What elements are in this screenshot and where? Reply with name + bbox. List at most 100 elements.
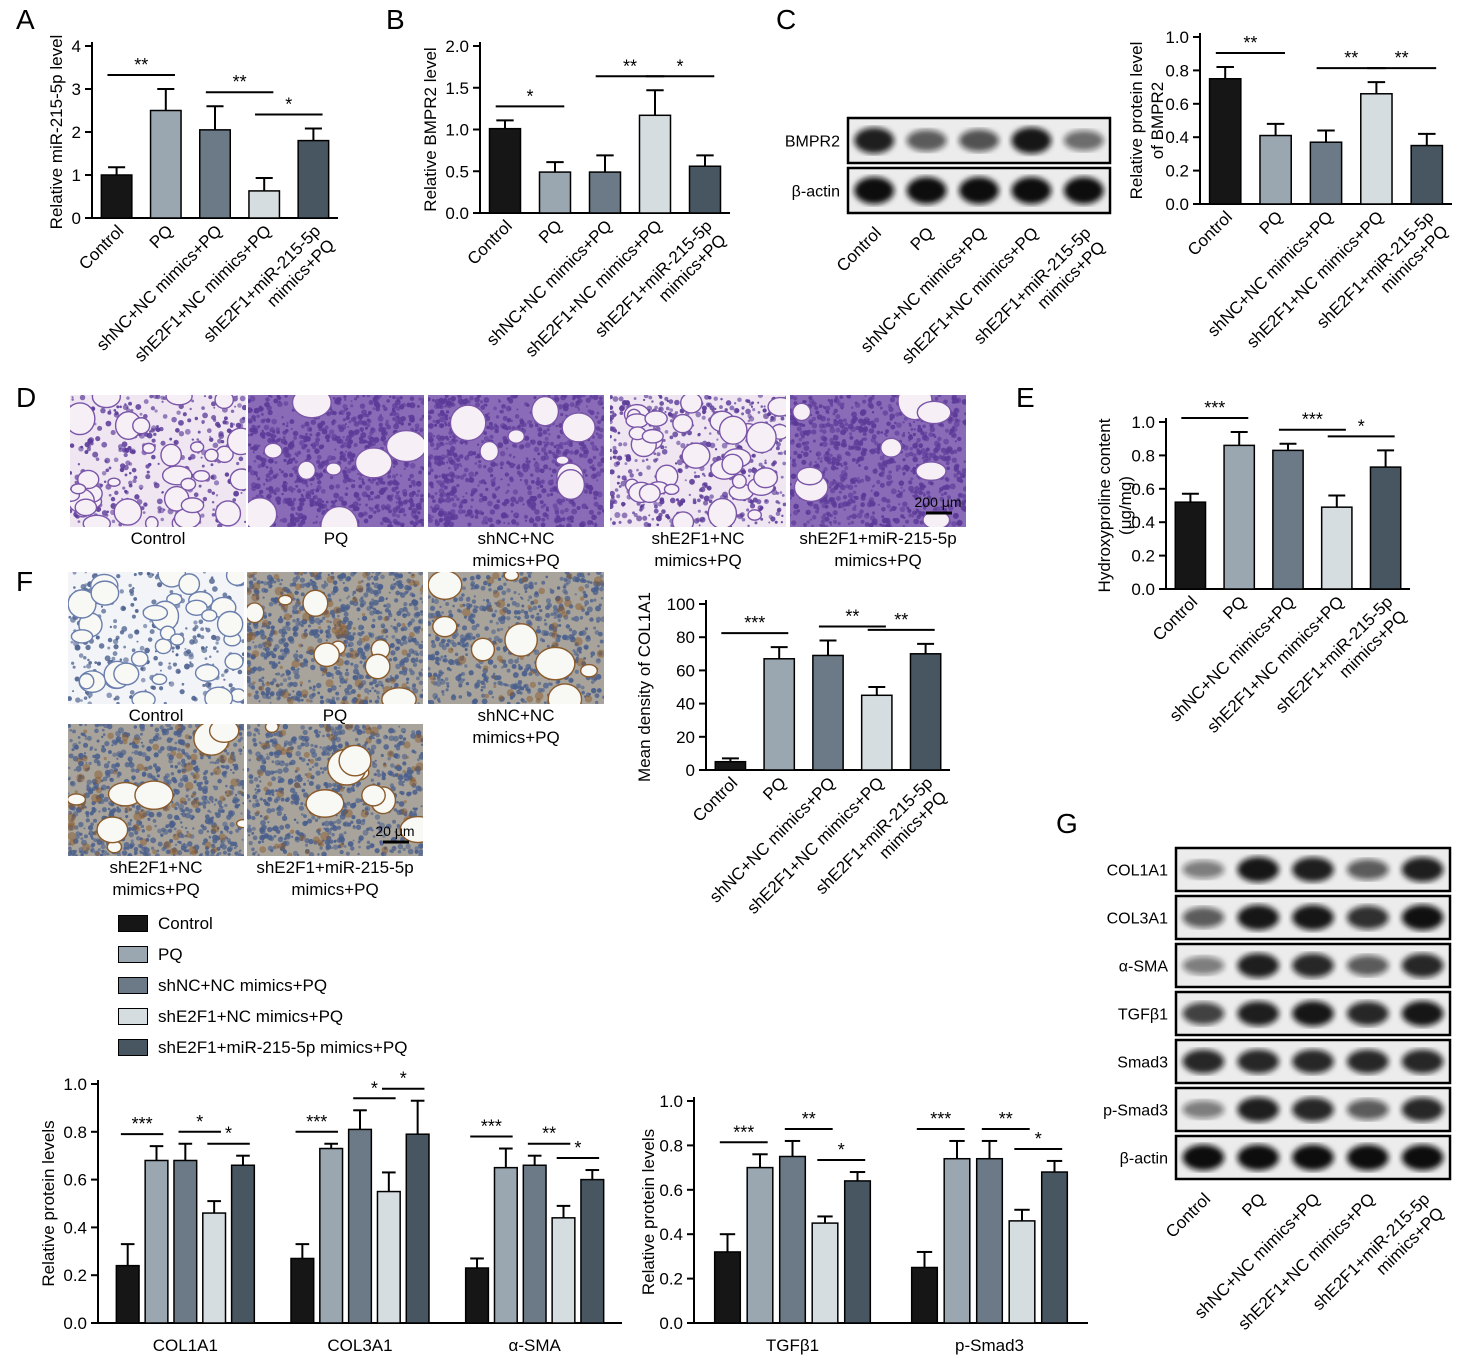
blot-band <box>1292 1144 1334 1171</box>
blot-band <box>1346 955 1389 976</box>
micrograph-caption: shNC+NC mimics+PQ <box>428 528 604 572</box>
bar <box>319 1147 344 1324</box>
caption-line: mimics+PQ <box>472 551 560 570</box>
bar <box>522 1164 547 1324</box>
significance-label: ** <box>802 1109 816 1129</box>
y-tick-label: 0.0 <box>63 1314 87 1333</box>
blot-band <box>1182 1100 1225 1119</box>
x-tick-label: shE2F1+miR-215-5pmimics+PQ <box>1313 207 1452 346</box>
caption-line: shNC+NC <box>477 529 555 548</box>
significance-label: *** <box>132 1114 153 1134</box>
blot-label: BMPR2 <box>785 134 840 151</box>
y-tick-label: 1.0 <box>1165 28 1189 47</box>
blot-band <box>1292 1097 1334 1122</box>
blot-band <box>1237 1097 1280 1122</box>
micrograph-caption: shE2F1+miR-215-5p mimics+PQ <box>790 528 966 572</box>
x-tick-label: PQ <box>1219 592 1250 623</box>
micrograph-texture <box>70 395 246 527</box>
y-tick-label: 0.4 <box>63 1218 87 1237</box>
bar <box>488 127 522 214</box>
bar <box>173 1159 198 1324</box>
bar <box>1369 466 1402 590</box>
bar <box>909 653 942 771</box>
y-tick-label: 0.0 <box>1131 580 1155 599</box>
blot-band <box>1063 130 1104 151</box>
panel-letter-a: A <box>16 4 35 35</box>
blot-lane-label: shE2F1+miR-215-5pmimics+PQ <box>970 223 1109 362</box>
micrograph-ihc <box>68 572 244 704</box>
y-tick-label: 2.0 <box>445 37 469 56</box>
bar <box>297 139 330 219</box>
y-tick-label: 0.2 <box>1165 162 1189 181</box>
caption-line: mimics+PQ <box>834 551 922 570</box>
bar <box>713 1251 742 1324</box>
scale-bar-label: 200 μm <box>915 494 962 510</box>
caption-line: PQ <box>322 706 348 725</box>
x-tick-label: α-SMA <box>509 1336 562 1355</box>
y-tick-label: 40 <box>676 695 695 714</box>
micrograph-caption: Control <box>68 705 244 727</box>
legend-item: shE2F1+miR-215-5p mimics+PQ <box>118 1032 407 1063</box>
blot-band <box>1346 1049 1389 1074</box>
significance-label: ** <box>542 1124 556 1144</box>
panel-letter-d: D <box>16 382 37 413</box>
x-tick-label: shE2F1+miR-215-5pmimics+PQ <box>591 216 730 355</box>
y-tick-label: 60 <box>676 661 695 680</box>
bar <box>202 1212 227 1324</box>
y-tick-label: 0.0 <box>1165 195 1189 214</box>
significance-label: *** <box>930 1109 951 1129</box>
blot-band <box>1237 953 1280 978</box>
caption-line: shNC+NC <box>477 706 555 725</box>
bar <box>376 1190 401 1324</box>
caption-line: shE2F1+NC <box>109 858 203 877</box>
y-tick-label: 0.2 <box>659 1270 683 1289</box>
legend-swatch <box>118 1039 148 1056</box>
y-tick-label: 1.0 <box>445 121 469 140</box>
blot-band <box>1011 177 1052 204</box>
micrograph-texture <box>68 572 244 704</box>
micrograph-he <box>70 395 246 527</box>
blot-label: COL3A1 <box>1107 911 1168 928</box>
micrograph-texture <box>247 572 423 704</box>
y-axis-label: Relative protein levels <box>639 1129 658 1295</box>
chart-a: 0 1 2 3 4 Relative miR-215-5p level Control PQ s… <box>47 35 338 366</box>
micrograph-texture <box>610 395 786 527</box>
y-tick-label: 0.2 <box>1131 547 1155 566</box>
micrograph-ihc <box>68 724 244 856</box>
caption-line: PQ <box>323 529 349 548</box>
blot-band <box>1182 860 1225 879</box>
blot-band <box>1401 953 1444 978</box>
legend-label: shE2F1+NC mimics+PQ <box>158 1006 344 1026</box>
legend-item: shE2F1+NC mimics+PQ <box>118 1001 407 1032</box>
micrograph-texture <box>428 395 604 527</box>
micrograph-texture <box>68 724 244 856</box>
blot-band <box>1346 859 1389 880</box>
y-tick-label: 0.8 <box>659 1136 683 1155</box>
bar <box>812 654 844 771</box>
legend-swatch <box>118 977 148 994</box>
blot-band <box>1292 1049 1334 1074</box>
blot-band <box>1237 1144 1280 1171</box>
caption-line: shE2F1+miR-215-5p <box>799 529 957 548</box>
blot-lane-label: PQ <box>907 223 938 254</box>
y-axis-label: Relative protein level of BMPR2 <box>1127 42 1167 200</box>
y-tick-label: 2 <box>72 123 81 142</box>
scale-bar-label: 20 μm <box>375 823 414 839</box>
legend-label: shNC+NC mimics+PQ <box>158 975 328 995</box>
bar <box>638 114 672 214</box>
blot-lane-label: Control <box>833 223 885 275</box>
blot-label: p-Smad3 <box>1103 1103 1168 1120</box>
bar <box>860 694 893 771</box>
blot-band <box>854 177 895 204</box>
blot-band <box>1182 956 1225 975</box>
panel-letter-c: C <box>776 4 797 35</box>
significance-label: *** <box>1204 398 1225 418</box>
significance-label: * <box>196 1112 203 1132</box>
caption-line: mimics+PQ <box>654 551 742 570</box>
micrograph-texture: 200 μm <box>790 395 966 527</box>
bar <box>843 1180 872 1324</box>
significance-label: *** <box>481 1117 502 1137</box>
x-tick-label: Control <box>75 221 127 273</box>
